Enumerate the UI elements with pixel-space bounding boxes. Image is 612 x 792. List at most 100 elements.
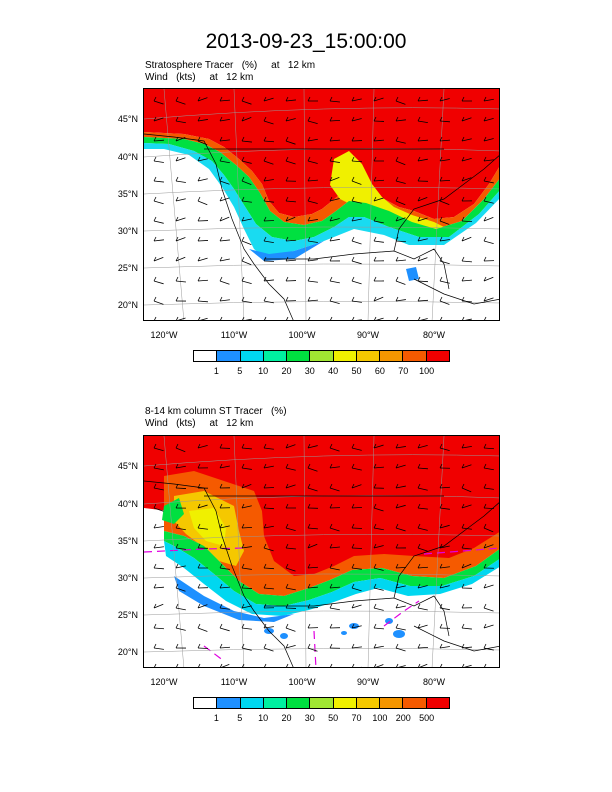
wind-barb-flag [483,96,487,102]
wind-barb-flag [461,236,465,242]
wind-barb [153,256,164,262]
wind-barb-flag [307,136,311,142]
wind-barb [395,446,406,449]
wind-barb-flag [263,236,267,242]
wind-barb [360,666,362,667]
wind-barb-flag [351,276,355,282]
wind-barb [373,627,384,630]
wind-barb [200,317,208,320]
wind-barb [395,180,406,184]
panel1-lat-label: 35°N [117,189,138,199]
wind-barb [329,218,340,222]
wind-barb-flag [373,443,377,449]
wind-barb-flag [175,483,179,489]
wind-barb [153,627,165,630]
wind-barb-flag [373,563,377,569]
wind-barb [351,300,362,303]
wind-barb [307,647,318,652]
colorbar-label: 500 [419,713,435,723]
wind-barb [197,200,208,206]
wind-barb [285,467,296,471]
wind-barb-flag [461,483,465,489]
wind-barb [439,280,450,284]
wind-barb-flag [351,443,355,449]
wind-barb [483,527,494,533]
wind-barb [175,447,186,453]
wind-barb-flag [417,443,421,449]
wind-barb-flag [329,96,333,102]
wind-barb [241,180,252,185]
wind-barb-flag [285,276,289,282]
colorbar-label: 10 [258,713,269,723]
wind-barb [175,180,186,183]
wind-barb-flag [175,603,179,609]
wind-barb [439,566,450,569]
wind-barb [307,445,318,449]
wind-barb-flag [395,603,399,609]
wind-barb [417,444,428,449]
wind-barb-flag [395,116,399,122]
wind-barb [439,200,450,206]
wind-barb [285,118,296,122]
wind-barb-flag [197,236,201,242]
wind-barb-flag [484,316,487,320]
wind-barb [461,236,472,242]
wind-barb-flag [461,563,465,569]
colorbar-swatch [355,698,380,708]
wind-barb-flag [175,256,179,262]
wind-barb-flag [483,236,487,242]
wind-barb [241,140,252,143]
wind-barb-flag [329,176,333,182]
wind-barb [329,447,340,452]
wind-barb [461,157,472,162]
wind-barb [375,664,384,667]
wind-barb [219,627,230,632]
wind-barb [153,117,164,122]
wind-barb [153,507,164,512]
panel2-lon-label: 90°W [356,677,380,687]
wind-barb-flag [417,216,421,222]
wind-barb-flag [439,196,443,202]
wind-barb-flag [153,483,157,489]
colorbar-swatch [239,698,263,708]
wind-barb-flag [263,443,267,449]
wind-barb-flag [417,623,421,629]
wind-barb [417,547,428,552]
wind-barb [263,140,275,143]
wind-barb [241,300,252,303]
wind-barb-flag [417,603,421,609]
wind-barb [307,179,318,182]
wind-barb-flag [307,116,311,122]
wind-barb [175,627,186,631]
wind-barb-flag [418,663,421,667]
wind-barb [351,240,362,245]
wind-barb [307,219,318,222]
colorbar-label: 30 [304,366,315,376]
wind-barb [307,160,318,164]
wind-barb-flag [461,276,465,282]
wind-barb-flag [351,176,355,182]
colorbar-swatch [216,351,240,361]
wind-barb-flag [153,603,157,609]
wind-barb [175,547,186,550]
wind-barb-flag [351,156,355,162]
wind-barb [241,240,252,245]
wind-barb [241,605,252,609]
wind-barb [153,603,164,609]
wind-barb-flag [241,256,245,262]
wind-barb-flag [242,663,245,667]
wind-barb [263,547,274,552]
wind-barb-flag [264,316,267,320]
wind-barb [241,587,253,589]
wind-barb-flag [307,236,311,242]
wind-barb-flag [219,196,223,202]
wind-barb-flag [153,136,157,142]
wind-barb-flag [373,236,377,242]
wind-barb-flag [219,156,223,162]
wind-barb-flag [153,296,157,302]
wind-barb-flag [241,623,245,629]
wind-barb [395,647,406,652]
wind-barb-flag [263,276,267,282]
wind-barb [351,447,362,451]
wind-barb-flag [219,236,223,242]
